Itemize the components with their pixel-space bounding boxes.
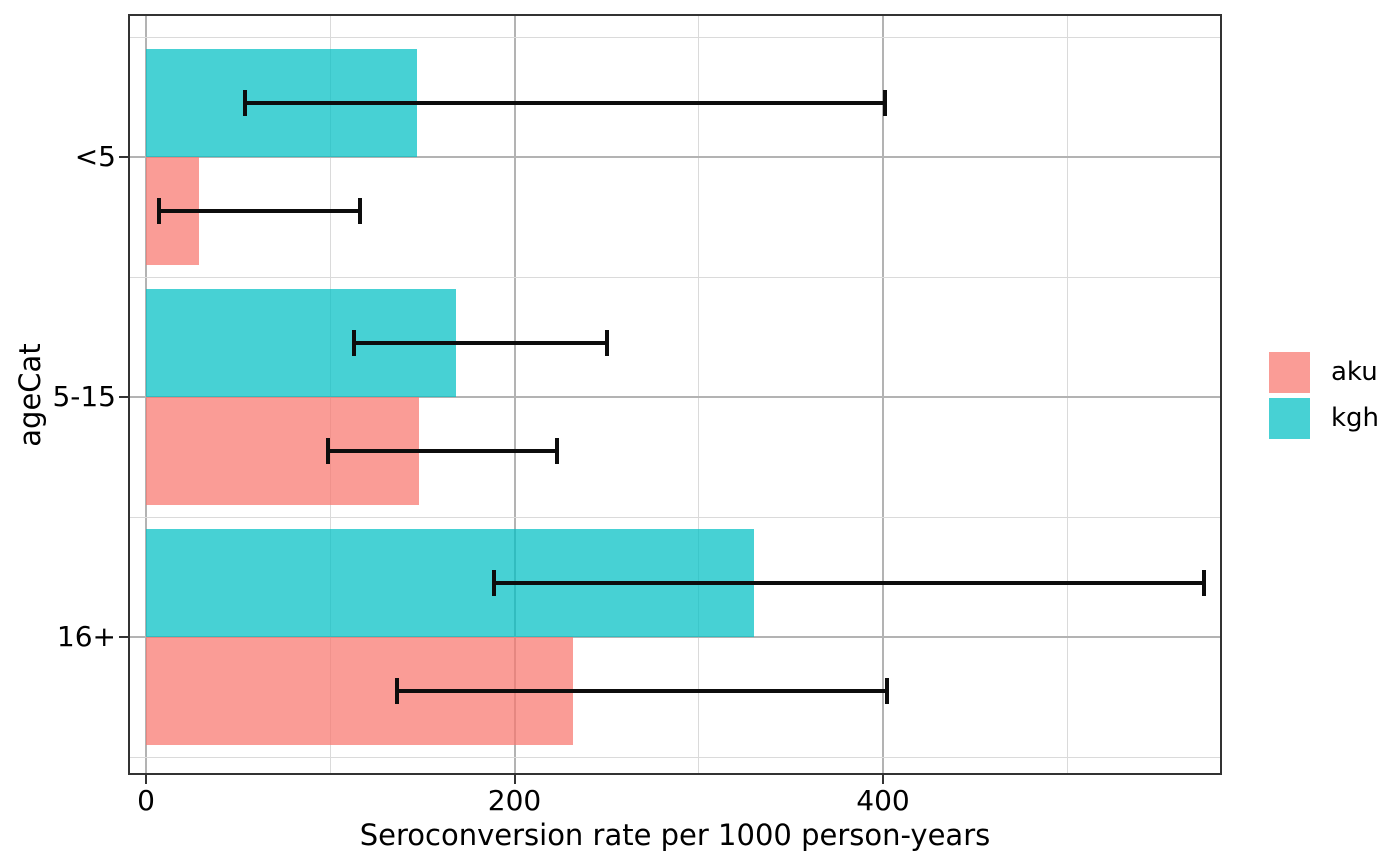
- x-tick-label: 0: [137, 784, 155, 817]
- gridline-y-minor: [130, 516, 1220, 518]
- x-axis-title: Seroconversion rate per 1000 person-year…: [359, 818, 991, 852]
- gridline-y-minor: [130, 276, 1220, 278]
- gridline-x-minor: [698, 16, 700, 773]
- x-tick-label: 400: [856, 784, 910, 817]
- gridline-y-major: [130, 156, 1220, 158]
- error-bar-kgh-16+: [494, 581, 1204, 585]
- x-tick-label: 200: [487, 784, 542, 817]
- error-bar-cap-low: [243, 90, 248, 116]
- y-axis-tick: [119, 156, 128, 158]
- plot-panel: [128, 14, 1222, 775]
- gridline-y-minor: [130, 756, 1220, 758]
- error-bar-kgh-<5: [245, 101, 885, 105]
- error-bar-cap-low: [394, 678, 399, 704]
- error-bar-cap-high: [357, 198, 362, 224]
- x-axis-tick: [882, 775, 884, 784]
- y-axis-title: ageCat: [13, 343, 47, 447]
- error-bar-aku-5-15: [328, 449, 557, 453]
- legend-label: aku: [1331, 357, 1378, 387]
- error-bar-cap-low: [326, 438, 331, 464]
- error-bar-kgh-5-15: [354, 341, 607, 345]
- legend-entry-aku: aku: [1269, 352, 1379, 393]
- error-bar-cap-high: [884, 678, 889, 704]
- error-bar-cap-low: [156, 198, 161, 224]
- error-bar-cap-high: [604, 330, 609, 356]
- gridline-x-major: [513, 16, 516, 773]
- x-axis-tick: [145, 775, 147, 784]
- gridline-x-major: [882, 16, 884, 773]
- y-tick-label: <5: [74, 140, 116, 173]
- legend-label: kgh: [1331, 403, 1380, 433]
- y-axis-tick: [119, 396, 128, 398]
- error-bar-cap-high: [554, 438, 559, 464]
- error-bar-cap-low: [352, 330, 357, 356]
- gridline-y-major: [130, 396, 1220, 398]
- y-axis-tick: [119, 636, 128, 638]
- error-bar-cap-low: [492, 570, 497, 596]
- error-bar-cap-high: [1201, 570, 1206, 596]
- gridline-y-major: [130, 636, 1220, 638]
- gridline-y-minor: [130, 36, 1220, 38]
- legend-swatch-kgh: [1269, 398, 1310, 439]
- error-bar-aku-16+: [396, 689, 887, 693]
- x-axis-tick: [513, 775, 516, 784]
- gridline-x-minor: [1066, 16, 1068, 773]
- y-tick-label: 5-15: [52, 380, 116, 413]
- legend-swatch-aku: [1269, 352, 1310, 393]
- legend: aku kgh: [1269, 352, 1379, 439]
- error-bar-aku-<5: [158, 209, 360, 213]
- legend-entry-kgh: kgh: [1269, 398, 1379, 439]
- y-tick-label: 16+: [56, 620, 116, 653]
- error-bar-cap-high: [882, 90, 887, 116]
